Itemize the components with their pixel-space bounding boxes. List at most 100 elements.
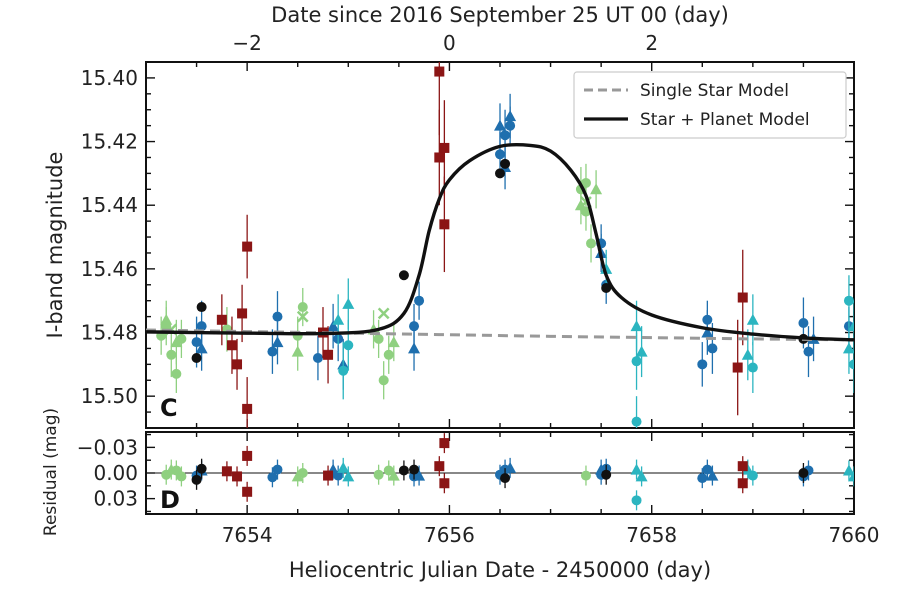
main-point-dred-square: [439, 219, 449, 229]
legend: Single Star Model Star + Planet Model: [574, 72, 846, 138]
main-point-dred-square: [227, 340, 237, 350]
top-axis-title: Date since 2016 September 25 UT 00 (day): [271, 3, 729, 27]
main-point-green-circle: [379, 375, 389, 385]
main-point-dred-square: [733, 363, 743, 373]
residual-y-tick-label: 0.00: [93, 461, 138, 485]
main-point-black-circle: [500, 159, 510, 169]
residual-point-black-circle: [500, 473, 510, 483]
bottom-x-tick-label: 7654: [222, 523, 273, 547]
main-point-dblue-triangle: [271, 336, 283, 347]
residual-point-dred-square: [439, 438, 449, 448]
main-point-cyan-circle: [632, 356, 642, 366]
main-point-dblue-circle: [798, 318, 808, 328]
panel-letter-c: C: [160, 394, 178, 422]
main-point-cyan-triangle: [332, 314, 344, 325]
main-point-dblue-triangle: [504, 110, 516, 121]
residual-point-green-circle: [176, 471, 186, 481]
residual-point-cyan-circle: [632, 495, 642, 505]
main-point-green-circle: [171, 369, 181, 379]
main-point-dblue-circle: [414, 296, 424, 306]
residual-point-black-circle: [601, 470, 611, 480]
residual-point-black-circle: [192, 475, 202, 485]
main-point-cyan-triangle: [747, 314, 759, 325]
residual-point-dred-square: [242, 451, 252, 461]
residual-point-dred-square: [242, 487, 252, 497]
main-point-green-circle: [166, 350, 176, 360]
residual-point-cyan-circle: [748, 471, 758, 481]
main-point-green-triangle: [388, 336, 400, 347]
top-x-tick-label: 0: [443, 31, 456, 55]
main-point-dred-square: [242, 242, 252, 252]
residual-point-dred-square: [222, 466, 232, 476]
residual-point-cyan-triangle: [337, 462, 349, 473]
main-point-black-circle: [495, 168, 505, 178]
main-point-dred-square: [439, 143, 449, 153]
residual-point-dblue-circle: [697, 473, 707, 483]
main-point-green-circle: [384, 350, 394, 360]
main-point-green-circle: [298, 302, 308, 312]
main-point-dblue-circle: [495, 149, 505, 159]
main-point-cyan-circle: [844, 296, 854, 306]
main-point-dblue-triangle: [408, 342, 420, 353]
residual-point-dred-square: [738, 461, 748, 471]
main-point-cyan-circle: [338, 366, 348, 376]
main-point-dred-square: [323, 350, 333, 360]
bottom-x-tick-label: 7660: [829, 523, 880, 547]
main-point-green-triangle: [160, 314, 172, 325]
residual-y-axis-title: Residual (mag): [41, 408, 61, 536]
residual-point-dred-square: [323, 471, 333, 481]
main-point-green-cross: [379, 308, 389, 318]
residual-point-dblue-circle: [272, 465, 282, 475]
main-y-tick-label: 15.46: [81, 257, 138, 281]
bottom-x-tick-label: 7656: [424, 523, 475, 547]
main-y-tick-label: 15.40: [81, 66, 138, 90]
main-point-dblue-triangle: [494, 120, 506, 131]
top-x-tick-label: −2: [232, 31, 261, 55]
residual-point-green-circle: [374, 470, 384, 480]
main-y-tick-label: 15.42: [81, 130, 138, 154]
bottom-axis-title: Heliocentric Julian Date - 2450000 (day): [289, 558, 711, 582]
main-point-dred-square: [232, 359, 242, 369]
residual-point-black-circle: [798, 468, 808, 478]
main-point-dred-square: [738, 293, 748, 303]
main-point-black-circle: [197, 302, 207, 312]
panel-letter-d: D: [160, 486, 180, 514]
main-point-dred-square: [434, 152, 444, 162]
legend-planet-label: Star + Planet Model: [640, 110, 810, 130]
top-x-tick-label: 2: [645, 31, 658, 55]
main-point-dblue-circle: [707, 343, 717, 353]
main-point-green-circle: [586, 238, 596, 248]
main-point-black-circle: [192, 353, 202, 363]
main-point-cyan-triangle: [636, 346, 648, 357]
main-point-green-triangle: [590, 183, 602, 194]
main-y-tick-label: 15.44: [81, 193, 138, 217]
main-point-cyan-circle: [849, 359, 859, 369]
residual-point-black-circle: [399, 465, 409, 475]
residual-point-black-circle: [197, 464, 207, 474]
main-point-dblue-circle: [313, 353, 323, 363]
main-point-green-triangle: [292, 346, 304, 357]
main-point-black-circle: [399, 270, 409, 280]
main-point-cyan-triangle: [631, 320, 643, 331]
bottom-x-tick-label: 7658: [626, 523, 677, 547]
main-point-cyan-triangle: [742, 349, 754, 360]
main-point-dred-square: [217, 315, 227, 325]
main-point-dred-square: [434, 67, 444, 77]
main-point-dblue-circle: [267, 347, 277, 357]
main-y-tick-label: 15.48: [81, 321, 138, 345]
legend-single-label: Single Star Model: [640, 81, 789, 101]
main-point-dblue-circle: [803, 347, 813, 357]
main-y-axis-title: I-band magnitude: [43, 152, 67, 339]
main-y-tick-label: 15.50: [81, 384, 138, 408]
residual-point-dred-square: [232, 471, 242, 481]
main-point-dblue-circle: [697, 359, 707, 369]
residual-y-tick-label: −0.03: [77, 435, 138, 459]
main-point-cyan-circle: [632, 417, 642, 427]
residual-data-points: [161, 433, 860, 510]
main-point-cyan-circle: [343, 340, 353, 350]
main-point-cyan-circle: [748, 363, 758, 373]
main-point-green-circle: [374, 334, 384, 344]
residual-y-tick-label: 0.03: [93, 487, 138, 511]
residual-point-green-circle: [581, 471, 591, 481]
